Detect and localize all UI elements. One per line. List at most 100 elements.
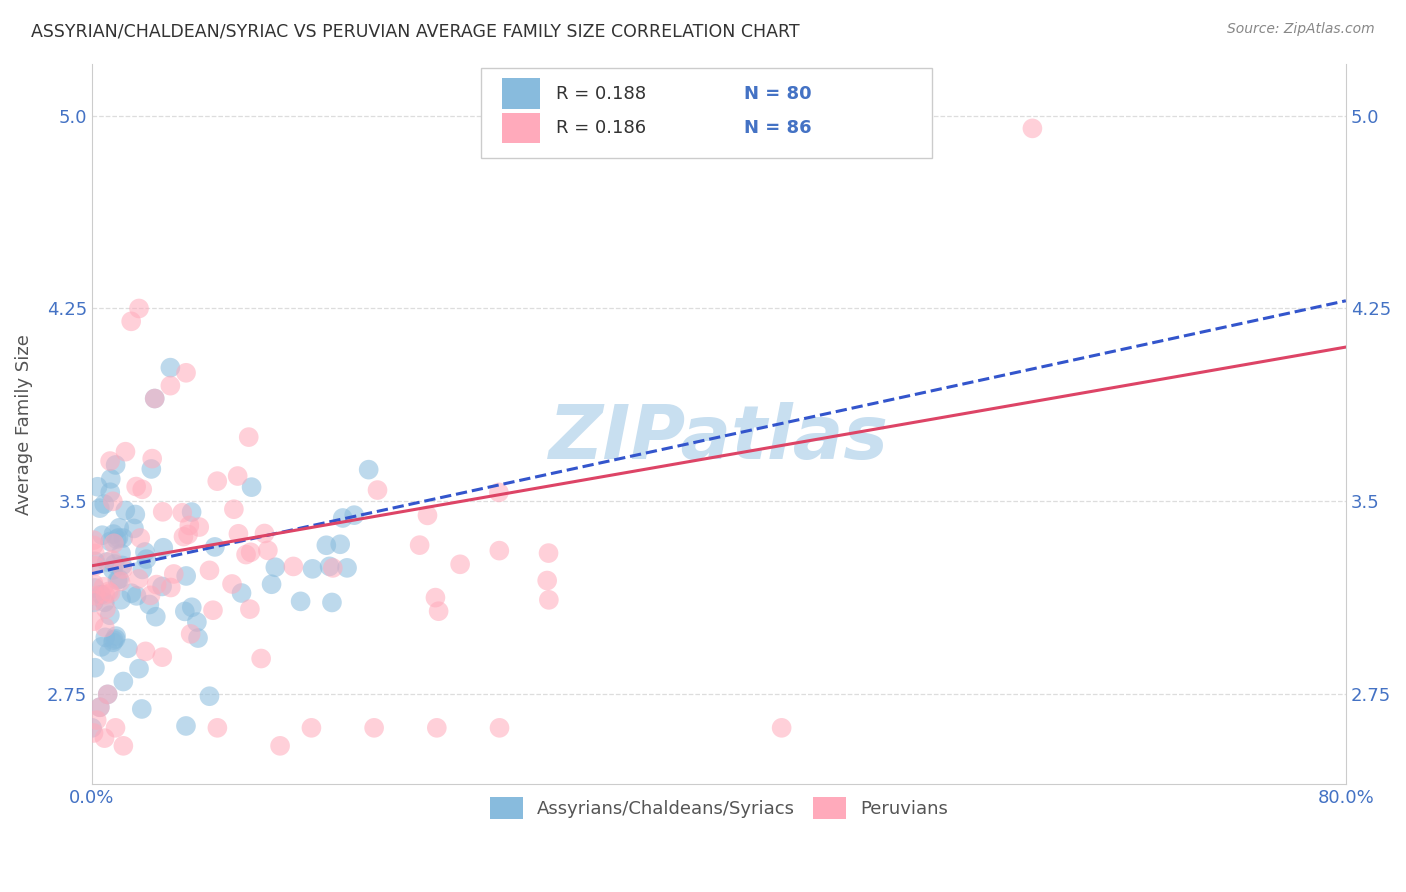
Point	[141, 462, 163, 476]
Legend: Assyrians/Chaldeans/Syriacs, Peruvians: Assyrians/Chaldeans/Syriacs, Peruvians	[482, 789, 955, 826]
Point	[222, 502, 245, 516]
Point	[138, 598, 160, 612]
Point	[488, 543, 510, 558]
Point	[93, 731, 115, 745]
Point	[231, 586, 253, 600]
Point	[104, 458, 127, 472]
Point	[98, 454, 121, 468]
Point	[322, 561, 344, 575]
Point	[180, 505, 202, 519]
Point	[172, 530, 194, 544]
Point	[84, 554, 107, 568]
Point	[143, 392, 166, 406]
Point	[204, 540, 226, 554]
Point	[124, 508, 146, 522]
Point	[228, 526, 250, 541]
Point	[83, 533, 105, 547]
Point	[408, 538, 430, 552]
Point	[134, 545, 156, 559]
Point	[112, 531, 135, 545]
Point	[131, 702, 153, 716]
Point	[120, 586, 142, 600]
Point	[89, 700, 111, 714]
Point	[107, 531, 129, 545]
Point	[329, 537, 352, 551]
Point	[239, 602, 262, 616]
Point	[131, 562, 153, 576]
Point	[257, 543, 280, 558]
Point	[83, 538, 105, 552]
Point	[239, 545, 262, 559]
Point	[129, 531, 152, 545]
Point	[180, 600, 202, 615]
Point	[105, 629, 128, 643]
Point	[83, 546, 105, 560]
Point	[86, 713, 108, 727]
Point	[145, 609, 167, 624]
Point	[101, 635, 124, 649]
Point	[131, 483, 153, 497]
Point	[128, 301, 150, 316]
Point	[108, 572, 131, 586]
Point	[427, 604, 450, 618]
Point	[198, 563, 221, 577]
Point	[290, 594, 312, 608]
Point	[260, 577, 283, 591]
Point	[110, 546, 132, 560]
Point	[114, 444, 136, 458]
Point	[207, 721, 229, 735]
Point	[264, 560, 287, 574]
Point	[269, 739, 291, 753]
Point	[111, 558, 134, 573]
Point	[357, 463, 380, 477]
Point	[98, 645, 121, 659]
Point	[145, 577, 167, 591]
FancyBboxPatch shape	[502, 113, 540, 144]
Point	[135, 552, 157, 566]
Point	[98, 608, 121, 623]
Point	[174, 366, 197, 380]
Point	[174, 719, 197, 733]
Point	[139, 588, 162, 602]
Point	[537, 546, 560, 560]
Point	[83, 594, 105, 608]
Point	[108, 521, 131, 535]
Point	[101, 563, 124, 577]
Point	[163, 566, 186, 581]
Point	[122, 521, 145, 535]
Point	[537, 592, 560, 607]
Text: Source: ZipAtlas.com: Source: ZipAtlas.com	[1227, 22, 1375, 37]
Point	[179, 518, 201, 533]
Point	[98, 534, 121, 549]
Point	[1021, 121, 1043, 136]
Point	[343, 508, 366, 523]
Point	[97, 584, 120, 599]
Point	[321, 595, 343, 609]
Point	[84, 558, 107, 573]
Point	[105, 532, 128, 546]
Point	[332, 511, 354, 525]
Point	[94, 602, 117, 616]
Point	[177, 527, 200, 541]
Point	[94, 620, 117, 634]
Point	[100, 472, 122, 486]
Text: R = 0.186: R = 0.186	[555, 120, 647, 137]
Point	[94, 588, 117, 602]
Point	[128, 572, 150, 586]
Point	[120, 314, 142, 328]
Point	[84, 589, 107, 603]
Point	[103, 527, 125, 541]
Point	[104, 632, 127, 646]
Point	[98, 485, 121, 500]
Point	[90, 588, 112, 602]
Point	[83, 576, 105, 591]
Point	[110, 574, 132, 589]
Point	[173, 604, 195, 618]
Point	[235, 548, 257, 562]
Point	[174, 569, 197, 583]
Point	[91, 528, 114, 542]
Text: R = 0.188: R = 0.188	[555, 85, 647, 103]
Point	[128, 662, 150, 676]
Point	[89, 700, 111, 714]
Point	[283, 559, 305, 574]
